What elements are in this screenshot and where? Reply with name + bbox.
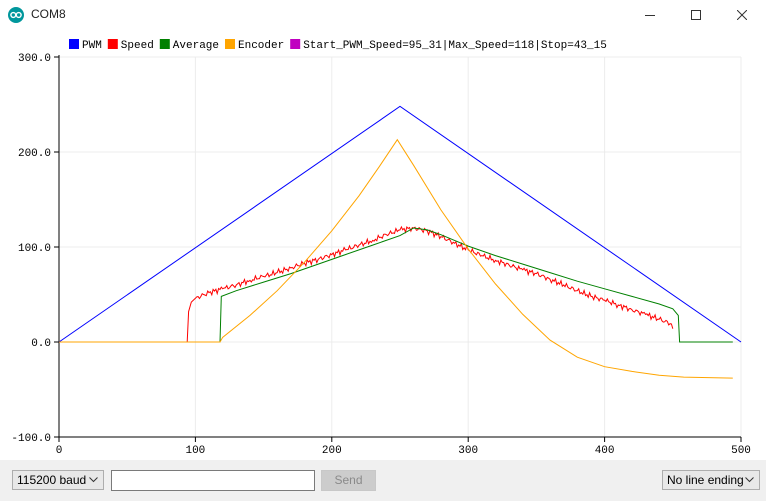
- minimize-icon: [645, 15, 655, 16]
- chevron-down-icon: [745, 477, 754, 483]
- baud-rate-value: 115200 baud: [17, 473, 87, 487]
- serial-plotter: -100.0 0.0 100.0 200.0 300.0 0 100 200 300 400 500…: [0, 30, 766, 460]
- x-tick-label: 0: [56, 445, 63, 457]
- y-tick-label: 100.0: [18, 243, 51, 255]
- arduino-icon: [8, 7, 24, 23]
- close-button[interactable]: [719, 0, 765, 30]
- x-tick-label: 500: [731, 445, 751, 457]
- baud-rate-select[interactable]: 115200 baud: [12, 470, 104, 490]
- line-ending-select[interactable]: No line ending: [662, 470, 760, 490]
- chevron-down-icon: [89, 477, 98, 483]
- send-button[interactable]: Send: [321, 470, 376, 491]
- legend-label: Start_PWM_Speed=95_31|Max_Speed=118|Stop…: [303, 40, 607, 52]
- legend-label: Average: [173, 40, 219, 52]
- series-line: [59, 138, 733, 379]
- legend-swatch: [107, 39, 118, 49]
- legend-label: Speed: [121, 40, 154, 52]
- maximize-button[interactable]: [673, 0, 719, 30]
- y-tick-label: 200.0: [18, 148, 51, 160]
- series-line: [59, 225, 674, 343]
- y-tick-label: -100.0: [11, 433, 51, 445]
- x-tick-label: 200: [322, 445, 342, 457]
- series-line: [59, 227, 733, 343]
- legend-label: PWM: [82, 40, 102, 52]
- close-icon: [737, 10, 747, 20]
- legend-swatch: [69, 39, 79, 49]
- y-tick-label: 300.0: [18, 53, 51, 65]
- legend-label: Encoder: [238, 40, 284, 52]
- x-tick-label: 400: [595, 445, 615, 457]
- x-tick-label: 100: [185, 445, 205, 457]
- y-tick-label: 0.0: [31, 338, 51, 350]
- x-tick-label: 300: [458, 445, 478, 457]
- title-bar: COM8: [0, 0, 766, 30]
- window-title: COM8: [31, 7, 66, 21]
- minimize-button[interactable]: [627, 0, 673, 30]
- legend-swatch: [159, 39, 170, 49]
- maximize-icon: [691, 10, 701, 20]
- serial-input[interactable]: [111, 470, 315, 491]
- legend-swatch: [225, 39, 235, 49]
- line-ending-value: No line ending: [667, 473, 744, 487]
- legend-swatch: [290, 39, 301, 49]
- status-bar: 115200 baud Send No line ending: [0, 460, 766, 501]
- series-line: [58, 105, 742, 343]
- plot-chart: -100.0 0.0 100.0 200.0 300.0 0 100 200 300 400 500…: [11, 39, 751, 457]
